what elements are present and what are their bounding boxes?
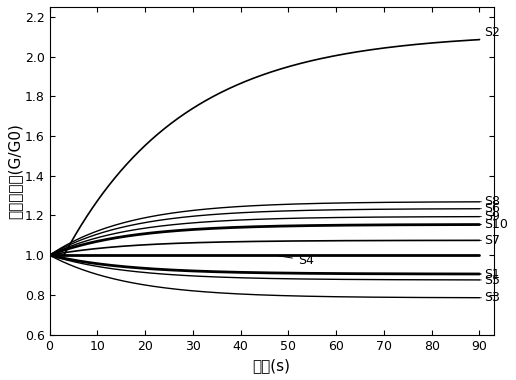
Text: S2: S2	[479, 26, 500, 40]
Text: S3: S3	[479, 291, 500, 304]
Text: S8: S8	[479, 195, 500, 208]
Text: S4: S4	[277, 254, 314, 267]
Text: S7: S7	[479, 234, 500, 247]
Text: S1: S1	[479, 268, 500, 280]
Text: S6: S6	[479, 202, 500, 215]
Text: S5: S5	[479, 274, 500, 287]
X-axis label: 时间(s): 时间(s)	[253, 358, 291, 373]
Text: S10: S10	[479, 218, 508, 231]
Text: S9: S9	[479, 210, 500, 223]
Y-axis label: 响应信号值(G/G0): 响应信号值(G/G0)	[7, 123, 22, 219]
